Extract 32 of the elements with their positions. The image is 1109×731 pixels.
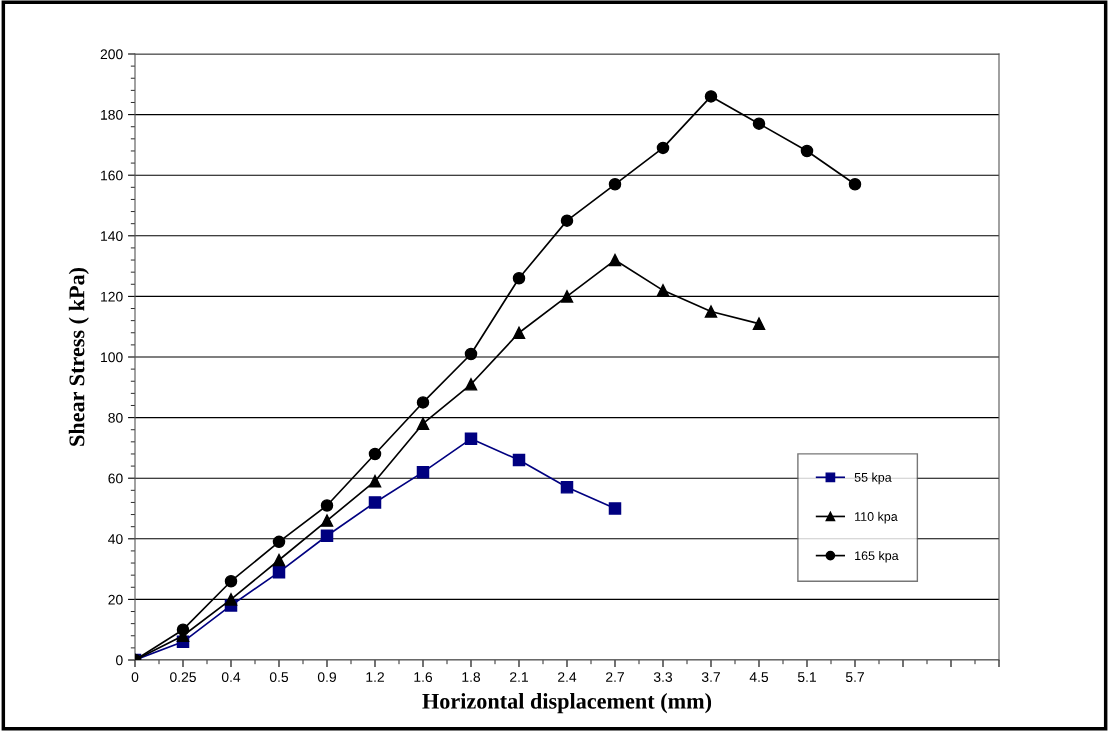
x-tick-label: 0.5 [269, 672, 289, 683]
x-tick-label: 3.3 [653, 672, 673, 683]
x-tick-label: 5.7 [845, 672, 864, 683]
y-tick-label: 0 [116, 655, 123, 666]
x-axis-title: Horizontal displacement (mm) [422, 693, 712, 714]
x-tick-label: 2.7 [606, 672, 624, 682]
x-tick-label: 0.4 [221, 672, 241, 683]
y-tick-label: 20 [108, 594, 123, 605]
x-tick-label: 0.9 [317, 672, 336, 683]
y-tick-label: 60 [108, 473, 123, 484]
x-tick-label: 1.2 [366, 672, 384, 682]
legend-label: 55 kpa [854, 472, 892, 485]
legend-label: 165 kpa [855, 550, 899, 563]
x-tick-label: 4.5 [749, 672, 769, 683]
y-tick-label: 160 [101, 170, 123, 181]
y-tick-label: 80 [108, 412, 123, 423]
y-tick-label: 140 [101, 231, 123, 241]
y-tick-label: 100 [101, 352, 123, 363]
y-tick-label: 40 [108, 534, 123, 544]
y-tick-label: 200 [100, 49, 123, 60]
x-tick-label: 2.1 [510, 672, 528, 682]
x-tick-label: 1.6 [414, 672, 433, 683]
y-axis-title: Shear Stress ( kPa) [68, 267, 89, 446]
x-tick-label: 0.25 [170, 672, 196, 683]
legend-label: 110 kpa [855, 511, 898, 524]
x-tick-label: 5.1 [797, 672, 816, 683]
y-tick-label: 120 [101, 291, 123, 302]
x-tick-label: 0 [131, 672, 139, 683]
y-tick-label: 180 [101, 109, 123, 120]
x-tick-label: 3.7 [701, 672, 720, 683]
x-tick-label: 2.4 [558, 672, 577, 682]
x-tick-label: 1.8 [462, 672, 481, 683]
